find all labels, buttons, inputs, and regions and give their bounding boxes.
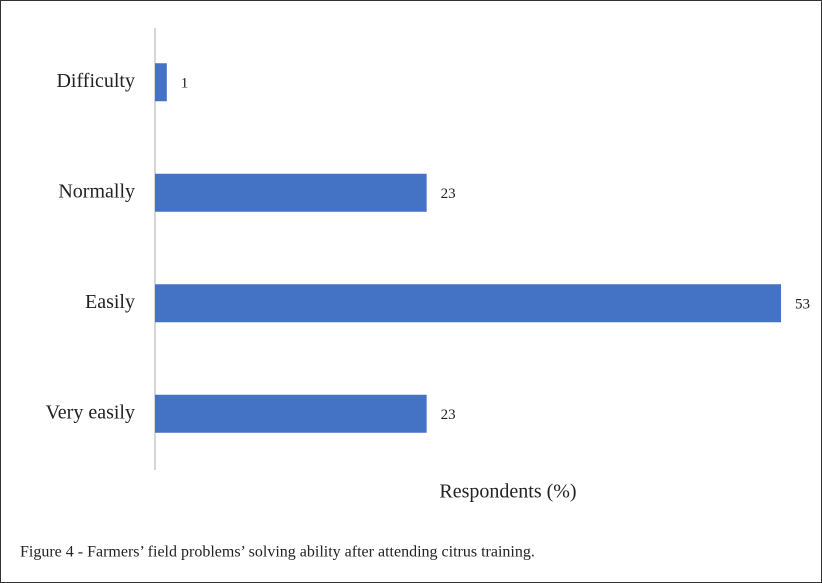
bar <box>155 63 167 102</box>
value-label: 23 <box>441 186 456 202</box>
bar <box>155 284 781 323</box>
x-axis-label: Respondents (%) <box>439 481 576 503</box>
y-tick-label: Difficulty <box>56 70 135 92</box>
y-tick-label: Very easily <box>46 401 135 423</box>
caption: Figure 4 - Farmers’ field problems’ solv… <box>20 544 535 561</box>
bar <box>155 173 427 212</box>
value-label: 53 <box>795 297 810 313</box>
value-label: 23 <box>441 407 456 423</box>
y-tick-label: Easily <box>85 291 135 313</box>
value-label: 1 <box>181 76 189 92</box>
y-tick-label: Normally <box>58 180 135 202</box>
bar <box>155 394 427 433</box>
